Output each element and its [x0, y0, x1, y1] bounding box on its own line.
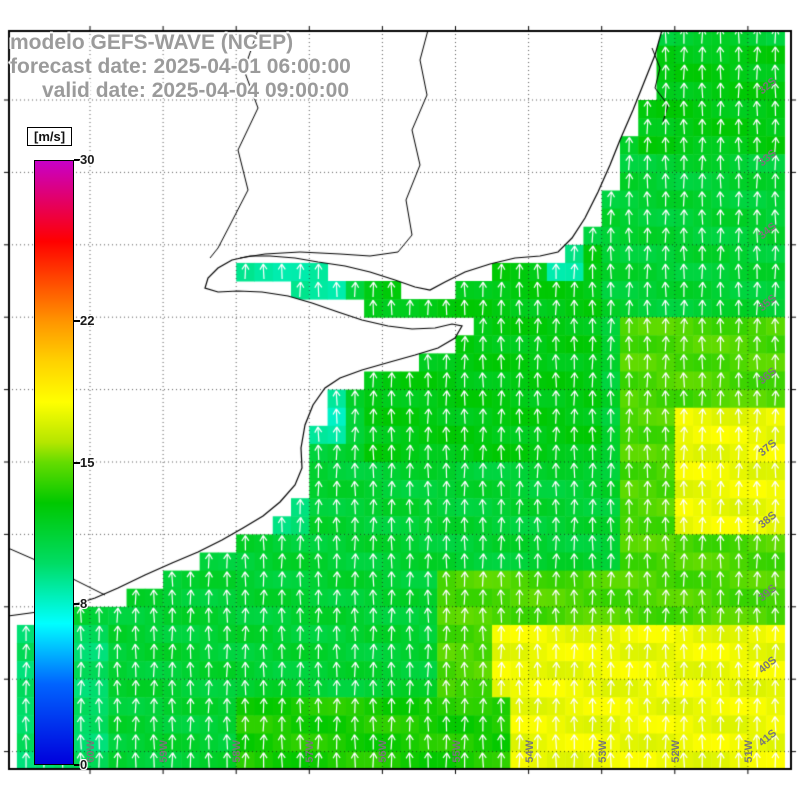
forecast-date-label: forecast date: 2025-04-01 06:00:00 — [10, 55, 351, 78]
colorbar-gradient — [34, 160, 74, 765]
colorbar-tickmark — [74, 602, 80, 605]
lon-label: 58W — [231, 740, 244, 763]
lon-label: 52W — [669, 740, 682, 763]
lon-label: 57W — [304, 740, 317, 763]
colorbar-tickmark — [74, 320, 80, 323]
colorbar-tick-label: 15 — [80, 454, 95, 470]
colorbar-tick-label: 8 — [80, 595, 88, 611]
lon-label: 60W — [85, 740, 97, 763]
lon-label: 51W — [742, 740, 755, 763]
colorbar-tick-label: 22 — [80, 313, 95, 329]
colorbar-tickmark — [74, 764, 80, 766]
colorbar-tickmark — [74, 461, 80, 464]
model-title: modelo GEFS-WAVE (NCEP) — [10, 31, 294, 54]
colorbar-tick-label: 0 — [80, 757, 88, 772]
lon-label: 53W — [596, 740, 609, 763]
colorbar-unit-label: [m/s] — [27, 127, 73, 146]
lon-label: 55W — [450, 740, 463, 763]
lon-label: 54W — [523, 740, 536, 763]
valid-date-label: valid date: 2025-04-04 09:00:00 — [42, 79, 350, 102]
lon-label: 59W — [158, 740, 171, 763]
colorbar-tick-label: 30 — [80, 152, 95, 167]
colorbar-tickmark — [74, 159, 80, 161]
lon-label: 56W — [377, 740, 390, 763]
